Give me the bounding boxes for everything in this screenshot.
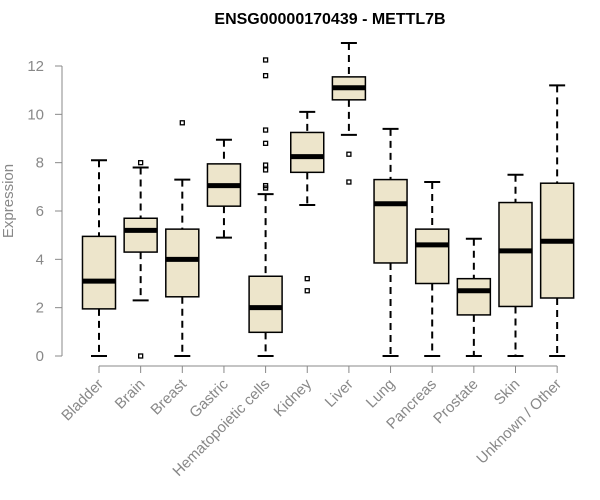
box-iqr — [290, 131, 325, 174]
plot-area — [81, 42, 575, 359]
outlier-point — [262, 57, 269, 63]
box-iqr — [165, 228, 200, 298]
box-bladder — [81, 159, 117, 357]
y-tick-label: 8 — [36, 155, 44, 172]
box-iqr — [248, 275, 283, 334]
outlier-point — [262, 185, 269, 191]
box-iqr — [373, 178, 408, 264]
outlier-point — [262, 162, 269, 168]
x-tick-label: Prostate — [430, 376, 482, 428]
y-tick-label: 0 — [36, 348, 44, 365]
x-tick-label: Breast — [147, 375, 190, 418]
box-unknown-other — [539, 84, 575, 357]
outlier-point — [137, 160, 144, 166]
outlier-point — [304, 276, 310, 282]
x-tick-label: Liver — [322, 376, 357, 411]
box-kidney — [290, 110, 325, 294]
box-iqr — [81, 235, 117, 310]
box-iqr — [456, 277, 492, 316]
y-tick-label: 4 — [36, 251, 44, 268]
x-tick-label: Skin — [491, 376, 524, 409]
y-tick-label: 12 — [27, 58, 44, 75]
x-tick-label: Brain — [112, 376, 149, 413]
outlier-point — [179, 120, 185, 126]
box-liver — [331, 42, 367, 185]
box-iqr — [498, 201, 533, 308]
box-breast — [165, 120, 200, 357]
outlier-point — [262, 127, 269, 133]
x-tick-label: Lung — [363, 376, 399, 412]
outlier-point — [304, 288, 310, 294]
box-pancreas — [414, 181, 450, 357]
outlier-point — [346, 151, 352, 157]
box-skin — [498, 173, 533, 357]
box-prostate — [456, 237, 492, 357]
y-axis-label: Expression — [0, 164, 17, 238]
y-tick-label: 2 — [36, 300, 44, 317]
y-tick-label: 10 — [27, 106, 44, 123]
box-brain — [123, 160, 158, 359]
outlier-point — [137, 353, 144, 359]
box-iqr — [414, 228, 450, 285]
box-gastric — [206, 138, 242, 239]
x-tick-label: Bladder — [58, 376, 107, 425]
chart-title: ENSG00000170439 - METTL7B — [214, 11, 445, 28]
outlier-point — [262, 140, 269, 146]
outlier-point — [262, 167, 269, 173]
box-iqr — [123, 217, 158, 253]
x-tick-label: Kidney — [271, 375, 316, 420]
outlier-point — [262, 73, 269, 79]
y-axis: 0 2 4 6 8 10 12 — [27, 58, 63, 365]
outlier-point — [346, 179, 352, 185]
box-hematopoietic-cells — [248, 57, 283, 357]
box-lung — [373, 127, 408, 357]
y-tick-label: 6 — [36, 203, 44, 220]
